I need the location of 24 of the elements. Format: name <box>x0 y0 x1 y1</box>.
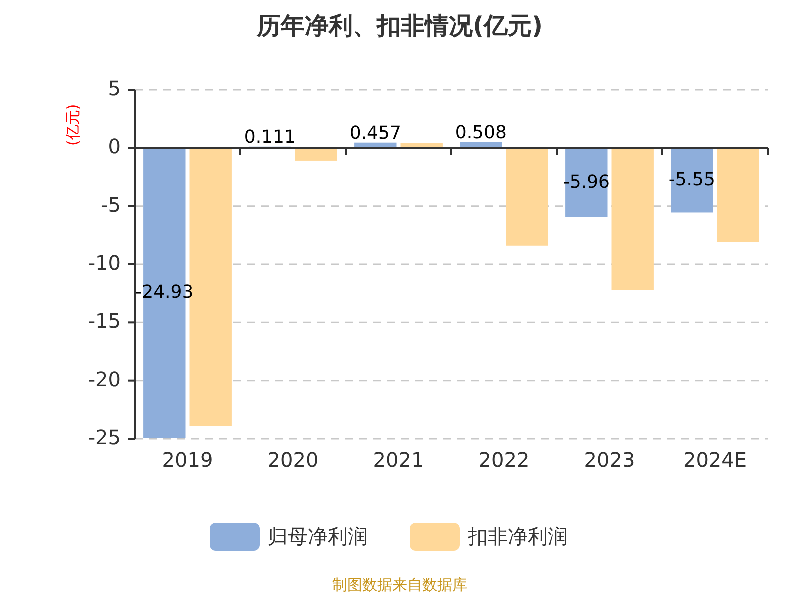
y-tick-label: -25 <box>88 425 121 450</box>
y-tick-label: -20 <box>88 367 121 392</box>
data-label: 0.457 <box>350 122 402 144</box>
x-tick-label: 2020 <box>268 448 319 472</box>
chart-title: 历年净利、扣非情况(亿元) <box>256 12 543 40</box>
x-tick-label: 2023 <box>584 448 636 472</box>
x-tick-label: 2021 <box>373 448 424 472</box>
y-tick-label: 0 <box>108 134 121 159</box>
legend-label: 归母净利润 <box>268 524 368 548</box>
y-axis-title: (亿元) <box>64 104 82 146</box>
y-tick-label: 5 <box>108 76 121 100</box>
data-label: -24.93 <box>136 282 194 304</box>
data-label: 0.508 <box>455 122 507 144</box>
text: 制图数据来自数据库 <box>332 576 468 594</box>
y-tick-label: -15 <box>88 309 121 334</box>
data-label: 0.111 <box>244 126 296 148</box>
x-tick-label: 2019 <box>162 448 214 472</box>
data-label: -5.96 <box>563 172 610 193</box>
y-tick-label: -10 <box>88 250 121 275</box>
data-label: -5.55 <box>668 169 716 190</box>
y-tick-label: -5 <box>101 192 121 217</box>
legend-label: 扣非净利润 <box>467 524 568 548</box>
x-tick-label: 2022 <box>478 448 530 472</box>
x-tick-label: 2024E <box>683 448 748 472</box>
